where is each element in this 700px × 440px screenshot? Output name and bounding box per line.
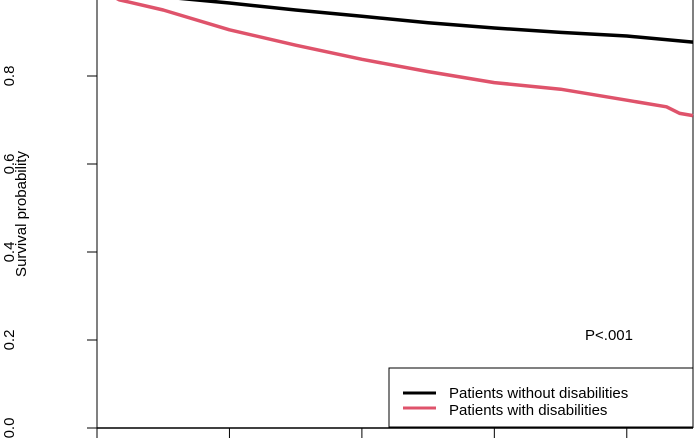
legend: Patients without disabilities Patients w… [388, 367, 694, 428]
series-line-0 [178, 0, 694, 44]
series-lines [115, 0, 694, 118]
y-axis-label: Survival probability [13, 151, 30, 277]
y-tick-label: 0.6 [1, 154, 18, 175]
legend-box [388, 367, 694, 428]
series-line-1 [115, 0, 694, 118]
y-tick-label: 0.2 [1, 330, 18, 351]
y-tick-label: 0.0 [1, 418, 18, 439]
legend-label-without: Patients without disabilities [449, 385, 628, 402]
y-tick-label: 0.4 [1, 242, 18, 263]
y-tick-label: 0.8 [1, 66, 18, 87]
legend-label-with: Patients with disabilities [449, 402, 607, 419]
p-value-annotation: P<.001 [585, 327, 633, 344]
